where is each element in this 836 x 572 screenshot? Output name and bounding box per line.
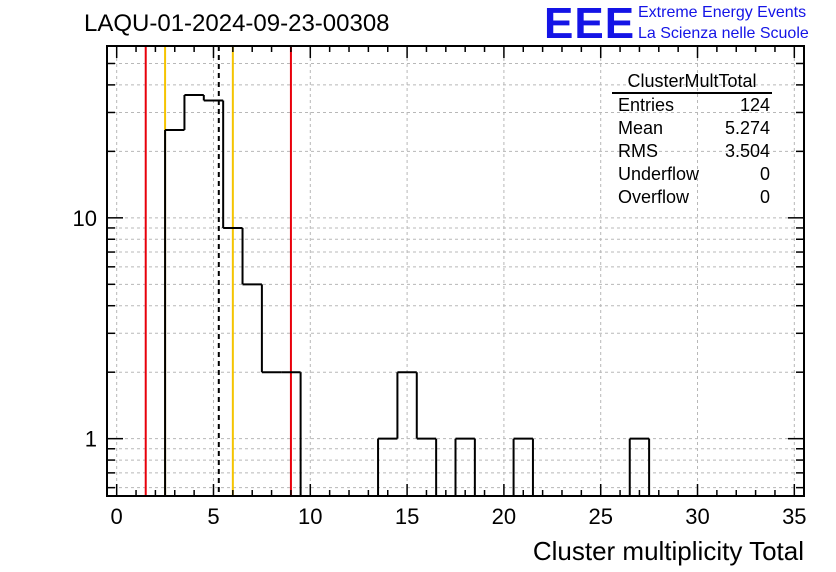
logo-line-2: La Scienza nelle Scuole [638,25,809,42]
histogram-bin [630,439,649,496]
histogram-bin [165,130,184,496]
stats-title: ClusterMultTotal [612,70,772,94]
logo-line-1: Extreme Energy Events [638,4,807,21]
stats-row-rms: RMS 3.504 [618,140,770,163]
stats-value: 124 [739,95,770,115]
histogram-bin [243,284,262,496]
stats-row-overflow: Overflow 0 [618,186,770,209]
histogram-bin [456,439,475,496]
x-tick-label: 10 [298,504,322,529]
logo-mark: EEE [544,0,636,48]
chart-title: LAQU-01-2024-09-23-00308 [84,10,390,37]
histogram-bin [184,95,203,496]
x-axis-title: Cluster multiplicity Total [533,536,804,566]
stats-row-entries: Entries 124 [618,94,770,117]
stats-value: 3.504 [724,141,770,161]
stats-value: 0 [759,164,770,184]
stats-label: RMS [618,141,658,161]
stats-label: Mean [618,118,664,138]
reference-lines [144,46,292,496]
stats-box: ClusterMultTotal Entries 124 Mean 5.274 … [610,70,780,209]
stats-label: Entries [618,95,675,115]
stats-row-mean: Mean 5.274 [618,117,770,140]
stats-value: 0 [759,187,770,207]
x-tick-label: 15 [395,504,419,529]
plot-frame [106,45,805,497]
x-tick-label: 30 [685,504,709,529]
x-tick-label: 35 [782,504,806,529]
stats-row-underflow: Underflow 0 [618,163,770,186]
y-tick-label: 10 [73,206,97,231]
histogram-bin [262,372,281,496]
histogram-series [164,93,651,496]
stats-value: 5.274 [724,118,770,138]
axes: 0 5 10 15 20 25 30 35 1 10 Cluster multiplicity To… [73,45,807,566]
y-tick-label: 1 [85,427,97,452]
stats-label: Underflow [618,164,700,184]
x-tick-label: 0 [111,504,123,529]
x-tick-label: 5 [207,504,219,529]
stats-label: Overflow [618,187,690,207]
x-tick-label: 20 [492,504,516,529]
x-tick-label: 25 [588,504,612,529]
histogram-bin [378,439,397,496]
